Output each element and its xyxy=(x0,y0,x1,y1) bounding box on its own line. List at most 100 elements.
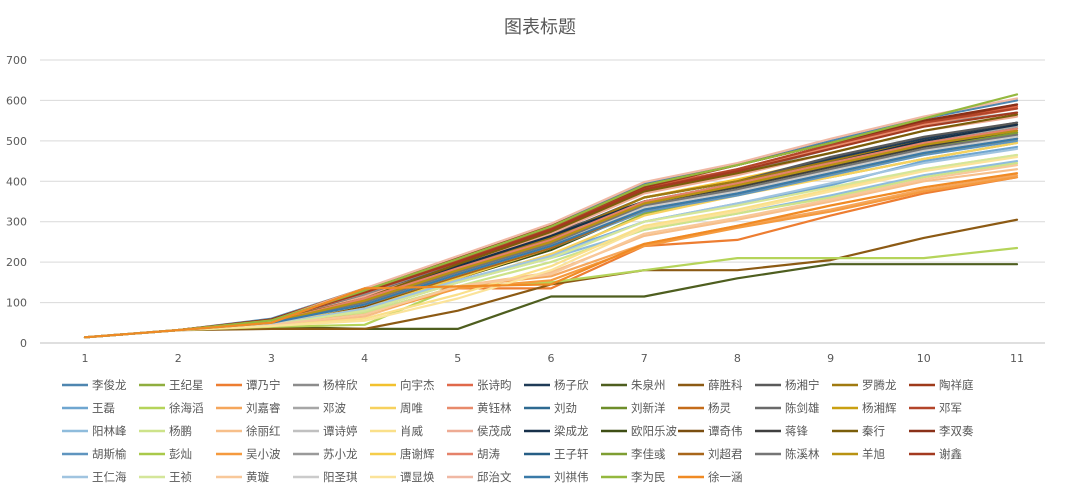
legend-label: 张诗昀 xyxy=(477,378,512,392)
legend-item[interactable]: 黄璇 xyxy=(216,470,269,484)
legend-item[interactable]: 杨湘宁 xyxy=(755,378,820,392)
legend-label: 蒋锋 xyxy=(785,424,808,438)
legend-label: 黄钰林 xyxy=(477,401,512,415)
legend-label: 吴小波 xyxy=(246,447,281,461)
legend-label: 王纪星 xyxy=(169,378,204,392)
legend-label: 阳圣琪 xyxy=(323,470,358,484)
legend-label: 杨灵 xyxy=(708,401,731,415)
legend-label: 梁成龙 xyxy=(554,424,589,438)
legend-item[interactable]: 薛胜科 xyxy=(678,378,743,392)
legend-label: 胡斯榆 xyxy=(92,447,127,461)
legend-item[interactable]: 羊旭 xyxy=(832,447,885,461)
legend-item[interactable]: 李佳彧 xyxy=(601,447,666,461)
legend-item[interactable]: 刘嘉睿 xyxy=(216,401,281,415)
legend-item[interactable]: 苏小龙 xyxy=(293,447,358,461)
legend-label: 谭乃宁 xyxy=(246,378,281,392)
legend-label: 刘祺伟 xyxy=(554,470,589,484)
legend-item[interactable]: 徐海滔 xyxy=(139,401,204,415)
legend-item[interactable]: 李为民 xyxy=(601,470,666,484)
legend-item[interactable]: 黄钰林 xyxy=(447,401,512,415)
x-tick-label: 11 xyxy=(1010,352,1024,365)
y-tick-label: 0 xyxy=(20,337,27,350)
legend-label: 黄璇 xyxy=(246,470,269,484)
legend-item[interactable]: 谭奇伟 xyxy=(678,424,743,438)
legend-item[interactable]: 刘新洋 xyxy=(601,401,666,415)
legend-item[interactable]: 刘超君 xyxy=(678,447,743,461)
legend-item[interactable]: 邓波 xyxy=(293,401,346,415)
legend-item[interactable]: 王磊 xyxy=(62,401,115,415)
legend-item[interactable]: 彭灿 xyxy=(139,447,192,461)
legend-item[interactable]: 王祯 xyxy=(139,470,192,484)
legend-label: 谢鑫 xyxy=(939,447,962,461)
legend-item[interactable]: 徐丽红 xyxy=(216,424,281,438)
legend-item[interactable]: 朱泉州 xyxy=(601,378,666,392)
legend-label: 李俊龙 xyxy=(92,378,127,392)
legend-item[interactable]: 蒋锋 xyxy=(755,424,808,438)
series-lines xyxy=(83,93,1019,339)
legend-item[interactable]: 邱治文 xyxy=(447,470,512,484)
legend-label: 李佳彧 xyxy=(631,447,666,461)
legend-item[interactable]: 肖威 xyxy=(370,424,423,438)
legend-label: 胡涛 xyxy=(477,447,500,461)
series-line-57 xyxy=(83,172,1019,339)
legend-item[interactable]: 欧阳乐波 xyxy=(601,424,677,438)
legend-item[interactable]: 杨鹏 xyxy=(139,424,192,438)
y-tick-label: 200 xyxy=(6,256,27,269)
legend-item[interactable]: 阳林峰 xyxy=(62,424,127,438)
legend-label: 欧阳乐波 xyxy=(631,424,677,438)
legend-label: 徐一涵 xyxy=(708,470,743,484)
legend-item[interactable]: 李俊龙 xyxy=(62,378,127,392)
y-tick-label: 600 xyxy=(6,94,27,107)
legend-label: 李双奏 xyxy=(939,424,974,438)
legend-item[interactable]: 陶祥庭 xyxy=(909,378,974,392)
legend-item[interactable]: 侯茂成 xyxy=(447,424,512,438)
legend-label: 刘新洋 xyxy=(631,401,666,415)
legend-item[interactable]: 刘祺伟 xyxy=(524,470,589,484)
legend-item[interactable]: 唐谢辉 xyxy=(370,447,435,461)
legend-item[interactable]: 向宇杰 xyxy=(370,378,435,392)
legend-item[interactable]: 陈溪林 xyxy=(755,447,820,461)
legend-item[interactable]: 谭诗婷 xyxy=(293,424,358,438)
legend-item[interactable]: 谭显焕 xyxy=(370,470,435,484)
legend-item[interactable]: 罗腾龙 xyxy=(832,378,897,392)
y-tick-label: 100 xyxy=(6,297,27,310)
x-tick-label: 6 xyxy=(548,352,555,365)
legend-item[interactable]: 吴小波 xyxy=(216,447,281,461)
chart-title: 图表标题 xyxy=(504,17,576,38)
legend-label: 周唯 xyxy=(400,401,423,415)
legend-label: 陶祥庭 xyxy=(939,378,974,392)
legend-item[interactable]: 周唯 xyxy=(370,401,423,415)
legend-label: 秦行 xyxy=(862,424,885,438)
legend-item[interactable]: 梁成龙 xyxy=(524,424,589,438)
legend-item[interactable]: 王仁海 xyxy=(62,470,127,484)
y-tick-label: 500 xyxy=(6,135,27,148)
legend-label: 阳林峰 xyxy=(92,424,127,438)
legend-item[interactable]: 阳圣琪 xyxy=(293,470,358,484)
legend-item[interactable]: 李双奏 xyxy=(909,424,974,438)
legend-label: 谭奇伟 xyxy=(708,424,743,438)
legend-label: 向宇杰 xyxy=(400,378,435,392)
legend-item[interactable]: 秦行 xyxy=(832,424,885,438)
legend-item[interactable]: 杨灵 xyxy=(678,401,731,415)
axes: 0 100 200 300 400 500 600 700 1 2 3 4 5 6 7 8 9 10 11 xyxy=(6,54,1024,365)
legend-item[interactable]: 陈剑雄 xyxy=(755,401,820,415)
legend-item[interactable]: 王纪星 xyxy=(139,378,204,392)
legend-item[interactable]: 张诗昀 xyxy=(447,378,512,392)
legend-item[interactable]: 王子轩 xyxy=(524,447,589,461)
legend-item[interactable]: 杨湘辉 xyxy=(832,401,897,415)
legend-item[interactable]: 胡斯榆 xyxy=(62,447,127,461)
legend-item[interactable]: 杨子欣 xyxy=(524,378,589,392)
y-tick-label: 400 xyxy=(6,175,27,188)
legend-item[interactable]: 胡涛 xyxy=(447,447,500,461)
legend-label: 羊旭 xyxy=(862,447,885,461)
x-tick-label: 2 xyxy=(175,352,182,365)
x-tick-label: 1 xyxy=(82,352,89,365)
legend-label: 肖威 xyxy=(400,424,423,438)
legend-item[interactable]: 邓军 xyxy=(909,401,962,415)
legend-item[interactable]: 刘劲 xyxy=(524,401,577,415)
legend-item[interactable]: 谭乃宁 xyxy=(216,378,281,392)
legend-item[interactable]: 杨梓欣 xyxy=(293,378,358,392)
legend-item[interactable]: 徐一涵 xyxy=(678,470,743,484)
legend-item[interactable]: 谢鑫 xyxy=(909,447,962,461)
